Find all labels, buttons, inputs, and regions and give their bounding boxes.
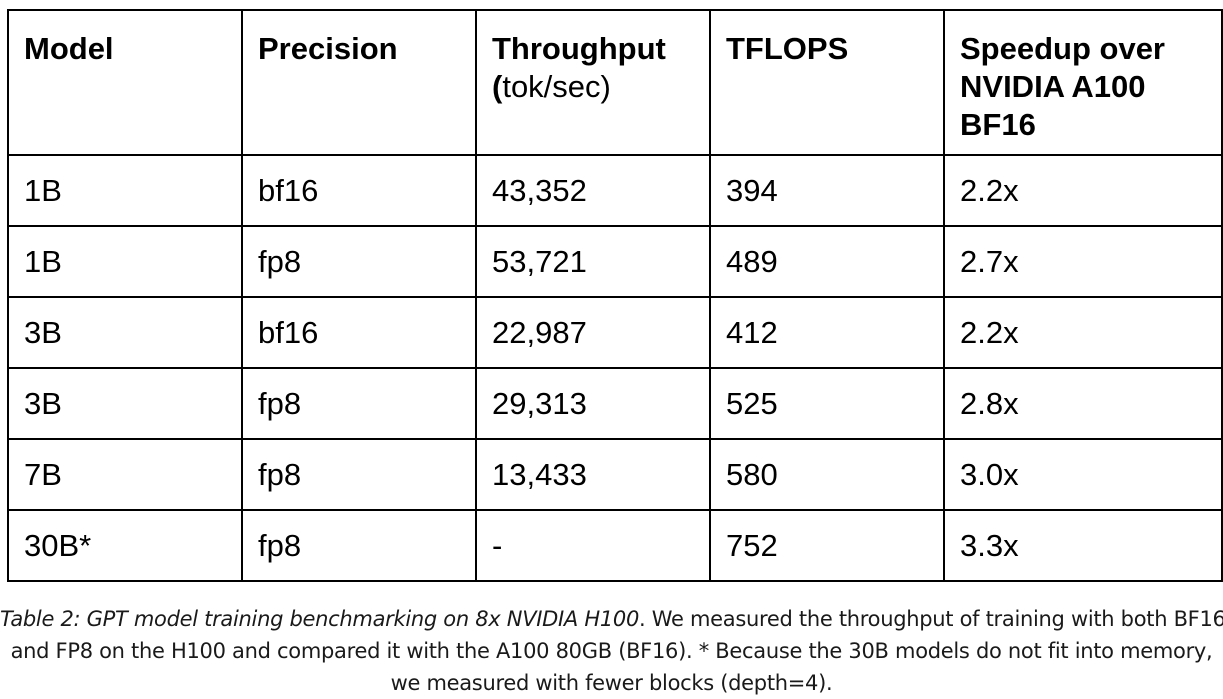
table-row: 7B fp8 13,433 580 3.0x xyxy=(7,438,1223,511)
cell-throughput: 29,313 xyxy=(475,367,711,440)
cell-model: 1B xyxy=(7,154,243,227)
cell-throughput: 13,433 xyxy=(475,438,711,511)
cell-throughput: 53,721 xyxy=(475,225,711,298)
cell-model: 7B xyxy=(7,438,243,511)
cell-precision: fp8 xyxy=(241,225,477,298)
caption-title: Table 2: GPT model training benchmarking… xyxy=(0,607,640,631)
cell-tflops: 394 xyxy=(709,154,945,227)
cell-precision: bf16 xyxy=(241,296,477,369)
table-header-row: Model Precision Throughput (tok/sec) TFL… xyxy=(7,9,1223,156)
cell-tflops: 525 xyxy=(709,367,945,440)
table-row: 3B fp8 29,313 525 2.8x xyxy=(7,367,1223,440)
cell-speedup: 2.8x xyxy=(943,367,1223,440)
cell-model: 1B xyxy=(7,225,243,298)
cell-speedup: 2.2x xyxy=(943,296,1223,369)
cell-model: 30B* xyxy=(7,509,243,582)
cell-throughput: 43,352 xyxy=(475,154,711,227)
header-tflops: TFLOPS xyxy=(709,9,945,156)
header-speedup: Speedup over NVIDIA A100 BF16 xyxy=(943,9,1223,156)
cell-speedup: 2.2x xyxy=(943,154,1223,227)
cell-tflops: 412 xyxy=(709,296,945,369)
header-model: Model xyxy=(7,9,243,156)
cell-speedup: 3.3x xyxy=(943,509,1223,582)
benchmark-table: Model Precision Throughput (tok/sec) TFL… xyxy=(7,9,1223,582)
cell-precision: fp8 xyxy=(241,509,477,582)
table-row: 30B* fp8 - 752 3.3x xyxy=(7,509,1223,582)
cell-throughput: 22,987 xyxy=(475,296,711,369)
cell-speedup: 3.0x xyxy=(943,438,1223,511)
caption-line-1: Table 2: GPT model training benchmarking… xyxy=(0,607,1223,631)
table-row: 1B fp8 53,721 489 2.7x xyxy=(7,225,1223,298)
header-throughput: Throughput (tok/sec) xyxy=(475,9,711,156)
cell-tflops: 752 xyxy=(709,509,945,582)
table-row: 3B bf16 22,987 412 2.2x xyxy=(7,296,1223,369)
cell-precision: fp8 xyxy=(241,367,477,440)
cell-tflops: 580 xyxy=(709,438,945,511)
cell-speedup: 2.7x xyxy=(943,225,1223,298)
cell-tflops: 489 xyxy=(709,225,945,298)
cell-precision: fp8 xyxy=(241,438,477,511)
cell-model: 3B xyxy=(7,367,243,440)
caption-line-3: we measured with fewer blocks (depth=4). xyxy=(390,671,833,695)
caption-line-2: and FP8 on the H100 and compared it with… xyxy=(10,639,1213,663)
table-row: 1B bf16 43,352 394 2.2x xyxy=(7,154,1223,227)
header-precision: Precision xyxy=(241,9,477,156)
cell-throughput: - xyxy=(475,509,711,582)
cell-precision: bf16 xyxy=(241,154,477,227)
table-caption: Table 2: GPT model training benchmarking… xyxy=(0,603,1223,699)
cell-model: 3B xyxy=(7,296,243,369)
